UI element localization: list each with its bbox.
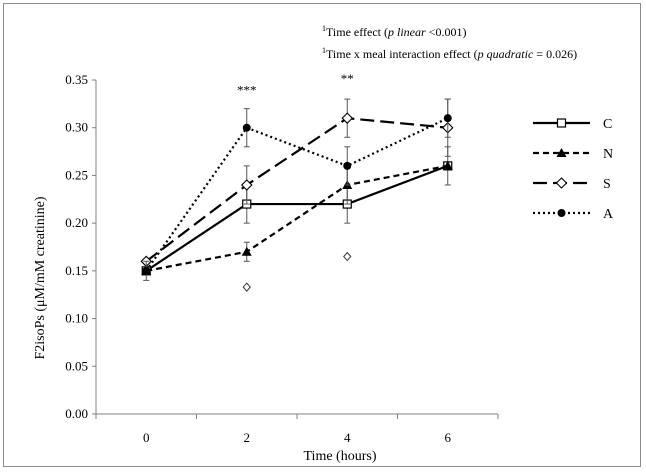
- legend-marker: [556, 118, 567, 128]
- y-tick-label: 0.35: [65, 72, 88, 87]
- footnote-part: Time x meal interaction effect (: [326, 47, 478, 61]
- x-axis-label: Time (hours): [304, 449, 377, 464]
- y-tick-label: 0.15: [65, 263, 88, 278]
- legend-marker: [555, 177, 568, 189]
- series-N: [141, 160, 453, 275]
- legend-item-A: A: [533, 207, 614, 222]
- legend-item-N: N: [533, 147, 613, 162]
- data-series: [140, 98, 454, 281]
- legend-marker: [556, 148, 567, 157]
- footnote-interaction-effect: 1Time x meal interaction effect (p quadr…: [322, 46, 577, 61]
- outlier-markers: [242, 251, 352, 292]
- y-axis-label: F2isoPs (μM/mM creatinine): [33, 196, 48, 359]
- data-point-A: [443, 114, 452, 123]
- significance-markers: *****: [237, 71, 354, 97]
- data-point-A: [242, 123, 251, 132]
- data-point-N: [442, 160, 453, 170]
- footnote-superscript: 1: [322, 24, 326, 33]
- legend-label: A: [603, 207, 614, 222]
- significance-label: ***: [237, 82, 257, 97]
- y-tick-labels: 0.00 0.05 0.10 0.15 0.20 0.25 0.30 0.35: [65, 72, 88, 421]
- footnote-superscript: 1: [322, 46, 326, 55]
- diamond-marker: [242, 282, 251, 292]
- footnote-text: 1Time x meal interaction effect (p quadr…: [322, 46, 577, 61]
- y-tick-label: 0.25: [65, 167, 88, 182]
- footnote-time-effect: 1Time effect (p linear <0.001): [322, 24, 466, 39]
- series-C: [141, 146, 453, 276]
- x-tick-label: 6: [445, 430, 452, 445]
- legend-label: S: [603, 177, 611, 192]
- series-line-S: [145, 117, 448, 263]
- x-tick-label: 0: [143, 430, 150, 445]
- x-tick-labels: 0 2 4 6: [143, 430, 452, 445]
- footnote-part: Time effect (: [326, 25, 388, 39]
- footnote-part: p linear: [387, 25, 426, 39]
- axes: [92, 79, 499, 419]
- y-tick-label: 0.30: [65, 120, 88, 135]
- footnote-part: <0.001): [426, 25, 467, 39]
- series-line-C: [145, 164, 449, 272]
- footnote-part: p quadratic: [477, 47, 534, 61]
- data-point-S: [341, 112, 354, 124]
- x-tick-label: 4: [344, 430, 351, 445]
- y-tick-label: 0.20: [65, 215, 88, 230]
- data-point-A: [343, 161, 352, 170]
- y-tick-label: 0.05: [65, 358, 88, 373]
- series-A: [142, 98, 452, 281]
- legend-marker: [557, 209, 566, 217]
- y-tick-label: 0.00: [65, 406, 88, 421]
- footnote-part: = 0.026): [533, 47, 577, 61]
- x-tick-label: 2: [244, 430, 251, 445]
- footnote-text: 1Time effect (p linear <0.001): [322, 24, 466, 39]
- diamond-marker: [343, 251, 352, 262]
- data-point-N: [241, 246, 252, 256]
- data-point-A: [142, 266, 151, 275]
- significance-label: **: [341, 71, 354, 86]
- legend-item-C: C: [533, 117, 612, 132]
- series-line-N: [146, 164, 448, 272]
- series-line-A: [145, 117, 449, 272]
- legend-item-S: S: [533, 177, 611, 192]
- legend-label: N: [603, 147, 613, 162]
- legend-label: C: [603, 117, 612, 132]
- y-tick-label: 0.10: [65, 311, 88, 326]
- data-point-S: [240, 179, 253, 191]
- chart-frame: [3, 3, 641, 467]
